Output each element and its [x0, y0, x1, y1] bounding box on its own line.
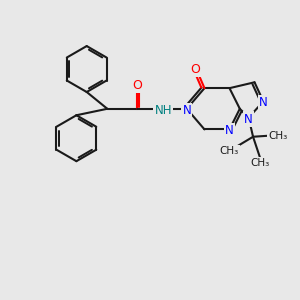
Text: O: O — [132, 79, 142, 92]
Text: NH: NH — [154, 104, 172, 117]
Text: N: N — [244, 112, 253, 126]
Text: CH₃: CH₃ — [220, 146, 239, 156]
Text: O: O — [191, 63, 201, 76]
Text: N: N — [182, 104, 191, 117]
Text: CH₃: CH₃ — [251, 158, 270, 168]
Text: CH₃: CH₃ — [268, 131, 288, 141]
Text: N: N — [225, 124, 234, 137]
Text: N: N — [259, 96, 268, 110]
